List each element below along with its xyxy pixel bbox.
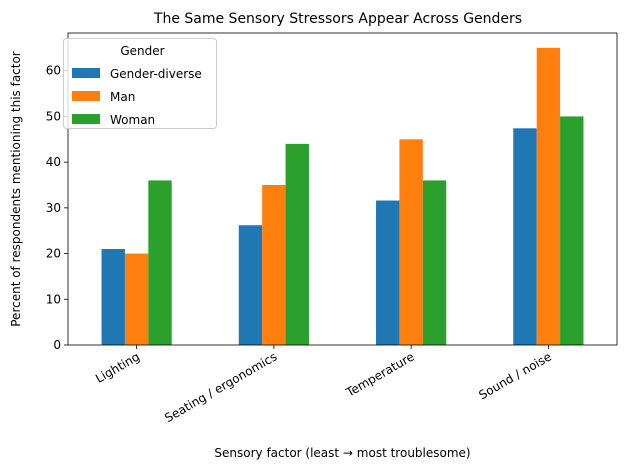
y-tick-label: 30 — [46, 201, 61, 215]
bar-woman-1 — [285, 143, 309, 345]
legend-title: Gender — [120, 44, 164, 58]
bar-gender-diverse-3 — [513, 128, 537, 345]
legend-label: Man — [110, 90, 135, 104]
legend-label: Gender-diverse — [110, 67, 202, 81]
bar-gender-diverse-1 — [238, 225, 263, 345]
x-tick-label: Sound / noise — [476, 349, 553, 402]
bar-woman-3 — [560, 116, 584, 345]
y-tick-label: 60 — [46, 64, 61, 78]
legend-items: Gender-diverse Man Woman — [72, 67, 202, 127]
y-axis-label: Percent of respondents mentioning this f… — [9, 51, 23, 327]
legend-box — [63, 38, 217, 129]
bar-man-1 — [262, 185, 286, 345]
bar-gender-diverse-2 — [376, 200, 400, 345]
y-tick-label: 20 — [46, 247, 61, 261]
legend: Gender Gender-diverse Man Woman — [63, 38, 217, 129]
y-tick-label: 50 — [46, 109, 61, 123]
chart-title: The Same Sensory Stressors Appear Across… — [153, 11, 522, 27]
bar-woman-0 — [148, 180, 172, 345]
bar-man-0 — [124, 253, 149, 345]
y-tick-label: 40 — [46, 155, 61, 169]
bar-woman-2 — [422, 180, 447, 345]
x-tick-label: Temperature — [343, 349, 417, 400]
bar-gender-diverse-0 — [101, 249, 125, 345]
bar-series — [101, 47, 584, 345]
legend-swatch — [72, 91, 100, 101]
bar-man-3 — [536, 47, 561, 345]
y-tick-label: 0 — [53, 338, 61, 352]
legend-swatch — [72, 68, 100, 78]
x-axis-ticks: Lighting Seating / ergonomics Temperature S… — [93, 345, 554, 425]
plot-frame — [67, 32, 618, 346]
x-tick-label: Lighting — [93, 349, 142, 385]
x-axis-label: Sensory factor (least → most troublesome… — [214, 446, 470, 460]
bar-man-2 — [399, 139, 423, 345]
y-tick-label: 10 — [46, 292, 61, 306]
legend-label: Woman — [110, 113, 155, 127]
legend-swatch — [72, 114, 100, 124]
x-tick-label: Seating / ergonomics — [162, 349, 279, 425]
